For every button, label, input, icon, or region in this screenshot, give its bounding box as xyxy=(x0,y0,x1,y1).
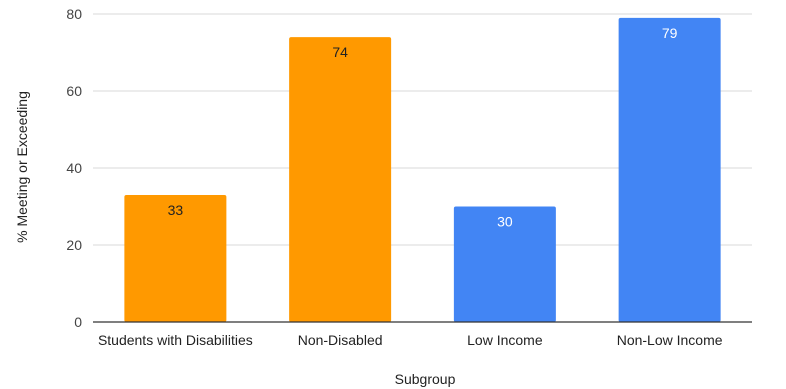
y-tick-label: 60 xyxy=(66,83,82,99)
bar xyxy=(453,206,556,322)
bar xyxy=(124,194,227,322)
data-labels: 33 74 30 79 xyxy=(168,25,678,230)
x-axis-title: Subgroup xyxy=(395,371,456,387)
x-tick-label: Non-Low Income xyxy=(617,332,723,348)
y-tick-label: 0 xyxy=(74,314,82,330)
x-tick-label: Non-Disabled xyxy=(298,332,383,348)
bar xyxy=(289,37,392,322)
x-tick-label: Low Income xyxy=(467,332,543,348)
y-axis-ticks: 0 20 40 60 80 xyxy=(66,6,82,330)
data-label: 74 xyxy=(332,44,348,60)
bar xyxy=(618,17,721,322)
y-tick-label: 80 xyxy=(66,6,82,22)
data-label: 30 xyxy=(497,214,513,230)
y-axis-title: % Meeting or Exceeding xyxy=(14,91,30,243)
y-tick-label: 20 xyxy=(66,237,82,253)
data-label: 79 xyxy=(662,25,678,41)
x-axis-categories: Students with Disabilities Non-Disabled Lo… xyxy=(98,332,723,348)
y-tick-label: 40 xyxy=(66,160,82,176)
data-label: 33 xyxy=(168,202,184,218)
x-tick-label: Students with Disabilities xyxy=(98,332,253,348)
bars xyxy=(124,17,721,322)
